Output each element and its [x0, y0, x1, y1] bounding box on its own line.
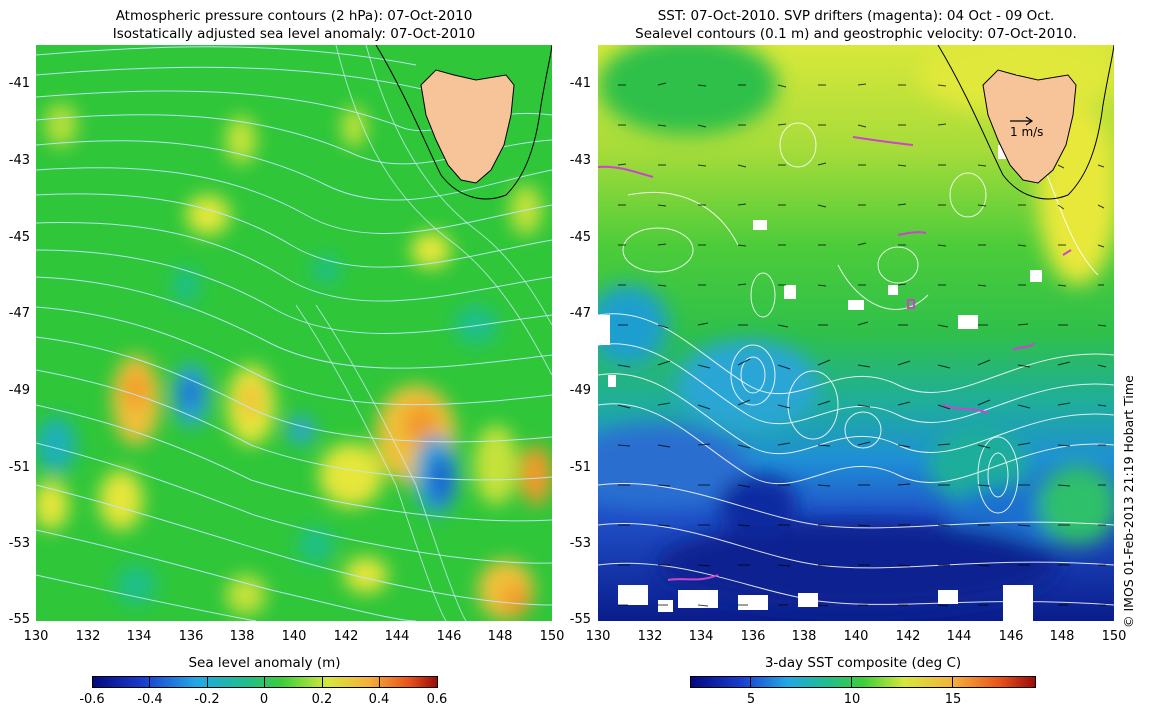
left-x-tick: 130	[23, 629, 49, 644]
right-colorbar-tick: 10	[843, 692, 861, 707]
right-panel-title: SST: 07-Oct-2010. SVP drifters (magenta)…	[598, 7, 1114, 43]
pressure-contours-east	[295, 45, 552, 621]
right-title-line2: Sealevel contours (0.1 m) and geostrophi…	[635, 26, 1077, 42]
shelf-contour	[375, 45, 552, 200]
right-y-tick: -51	[569, 460, 591, 475]
left-colorbar-label: Sea level anomaly (m)	[188, 655, 341, 671]
sst-map: 1 m/s	[598, 45, 1114, 621]
right-x-tick: 148	[1049, 629, 1075, 644]
left-y-tick: -49	[8, 383, 30, 398]
tasmania-land	[982, 69, 1077, 184]
geostrophic-velocity-arrows	[617, 82, 1107, 607]
right-x-tick: 134	[688, 629, 714, 644]
left-y-tick: -55	[8, 612, 30, 627]
left-title-line1: Atmospheric pressure contours (2 hPa): 0…	[115, 8, 473, 24]
velocity-scale-arrow	[1010, 116, 1034, 126]
left-x-tick: 150	[539, 629, 565, 644]
left-y-tick: -47	[8, 306, 30, 321]
left-colorbar-tick: -0.2	[194, 692, 220, 707]
left-y-tick: -45	[8, 230, 30, 245]
right-x-tick: 144	[946, 629, 972, 644]
right-y-tick: -49	[569, 383, 591, 398]
left-colorbar-tick: -0.6	[79, 692, 105, 707]
left-y-tick: -43	[8, 153, 30, 168]
right-x-tick: 150	[1101, 629, 1127, 644]
right-y-tick: -45	[569, 230, 591, 245]
sea-level-anomaly-map	[36, 45, 552, 621]
right-x-tick: 132	[637, 629, 663, 644]
right-x-tick: 130	[585, 629, 611, 644]
sla-colorbar	[92, 676, 438, 688]
left-colorbar-tick: -0.4	[137, 692, 163, 707]
left-x-tick: 134	[126, 629, 152, 644]
right-colorbar-label: 3-day SST composite (deg C)	[764, 655, 962, 671]
tasmania-land	[420, 69, 515, 184]
right-x-tick: 140	[843, 629, 869, 644]
right-colorbar-tick: 5	[746, 692, 756, 707]
cloud-mask	[598, 145, 1042, 621]
right-y-tick: -41	[569, 76, 591, 91]
left-title-line2: Isostatically adjusted sea level anomaly…	[112, 26, 476, 42]
right-x-tick: 142	[895, 629, 921, 644]
left-y-tick: -51	[8, 460, 30, 475]
left-colorbar-tick: 0.6	[426, 692, 448, 707]
right-y-tick: -55	[569, 612, 591, 627]
left-x-tick: 138	[229, 629, 255, 644]
left-x-tick: 148	[487, 629, 513, 644]
left-colorbar-tick: 0.2	[311, 692, 333, 707]
right-colorbar-tick: 15	[944, 692, 962, 707]
right-y-tick: -43	[569, 153, 591, 168]
right-x-tick: 146	[998, 629, 1024, 644]
right-x-tick: 138	[791, 629, 817, 644]
right-x-tick: 136	[740, 629, 766, 644]
left-x-tick: 144	[384, 629, 410, 644]
left-y-tick: -53	[8, 536, 30, 551]
svp-drifter-tracks	[598, 136, 1072, 581]
left-x-tick: 142	[333, 629, 359, 644]
left-x-tick: 140	[281, 629, 307, 644]
left-colorbar-tick: 0	[259, 692, 269, 707]
left-x-tick: 132	[75, 629, 101, 644]
left-colorbar-tick: 0.4	[368, 692, 390, 707]
left-y-tick: -41	[8, 76, 30, 91]
shelf-contour	[937, 45, 1114, 200]
velocity-scale-label: 1 m/s	[1010, 125, 1043, 139]
right-y-tick: -53	[569, 536, 591, 551]
sla-anomaly-field	[36, 103, 552, 620]
sst-colorbar	[690, 676, 1036, 688]
right-title-line1: SST: 07-Oct-2010. SVP drifters (magenta)…	[657, 8, 1055, 24]
credit-text: © IMOS 01-Feb-2013 21:19 Hobart Time	[1121, 375, 1136, 628]
left-x-tick: 136	[178, 629, 204, 644]
left-panel-title: Atmospheric pressure contours (2 hPa): 0…	[36, 7, 552, 43]
right-y-tick: -47	[569, 306, 591, 321]
left-x-tick: 146	[436, 629, 462, 644]
